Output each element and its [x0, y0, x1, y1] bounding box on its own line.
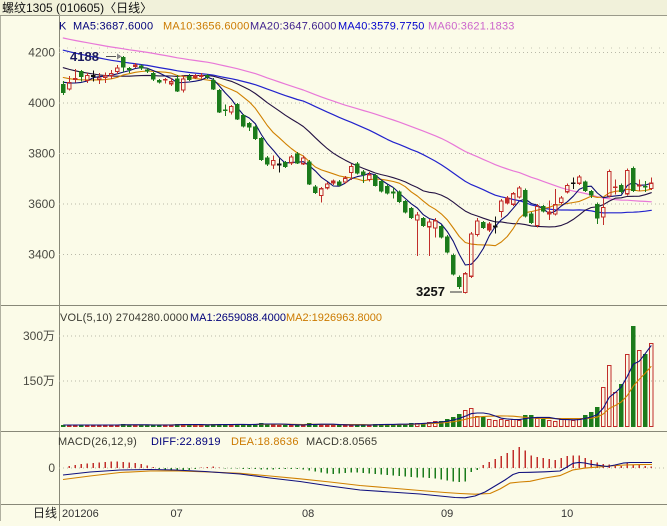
svg-text:MA1:2659088.4000: MA1:2659088.4000 — [190, 312, 286, 324]
svg-text:150万: 150万 — [23, 374, 55, 388]
svg-text:09: 09 — [441, 508, 453, 520]
svg-text:3800: 3800 — [28, 147, 55, 161]
svg-text:MA2:1926963.8000: MA2:1926963.8000 — [286, 312, 382, 324]
svg-text:3400: 3400 — [28, 248, 55, 262]
svg-text:日线: 日线 — [33, 506, 57, 520]
svg-text:MACD(26,12,9): MACD(26,12,9) — [58, 436, 137, 448]
svg-text:K: K — [59, 21, 67, 33]
svg-text:4200: 4200 — [28, 46, 55, 60]
svg-text:VOL(5,10) 2704280.0000: VOL(5,10) 2704280.0000 — [60, 312, 189, 324]
svg-text:201206: 201206 — [62, 508, 99, 520]
svg-text:300万: 300万 — [23, 329, 55, 343]
svg-text:MA5:3687.6000: MA5:3687.6000 — [73, 21, 153, 33]
svg-text:3600: 3600 — [28, 197, 55, 211]
svg-text:DIFF:22.8919: DIFF:22.8919 — [151, 436, 221, 448]
svg-text:MA10:3656.6000: MA10:3656.6000 — [163, 21, 250, 33]
svg-text:07: 07 — [171, 508, 183, 520]
svg-text:螺纹1305 (010605)〈日线〉: 螺纹1305 (010605)〈日线〉 — [2, 1, 152, 15]
svg-text:MACD:8.0565: MACD:8.0565 — [306, 436, 377, 448]
svg-text:3257: 3257 — [416, 284, 445, 299]
svg-text:0: 0 — [48, 461, 55, 475]
svg-text:08: 08 — [302, 508, 314, 520]
svg-text:10: 10 — [561, 508, 573, 520]
svg-text:DEA:18.8636: DEA:18.8636 — [231, 436, 299, 448]
svg-text:4000: 4000 — [28, 96, 55, 110]
svg-text:MA20:3647.6000: MA20:3647.6000 — [250, 21, 337, 33]
svg-text:4188: 4188 — [70, 49, 99, 64]
svg-text:MA40:3579.7750: MA40:3579.7750 — [338, 21, 425, 33]
svg-text:MA60:3621.1833: MA60:3621.1833 — [428, 21, 515, 33]
